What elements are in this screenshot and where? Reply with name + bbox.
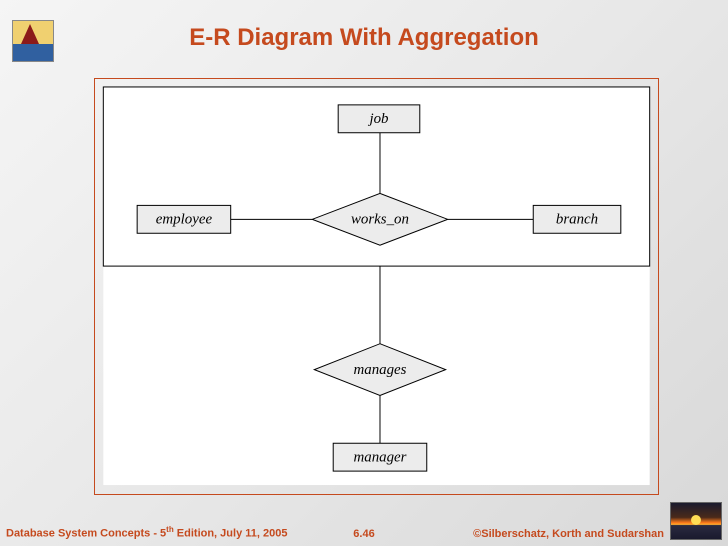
footer-center: 6.46 [353, 528, 374, 540]
footer-left-prefix: Database System Concepts - 5 [6, 528, 166, 540]
diagram-frame: job employee branch works_on manages man… [94, 78, 659, 495]
sun-shape [691, 515, 701, 525]
footer-right: ©Silberschatz, Korth and Sudarshan [473, 528, 664, 540]
page-title: E-R Diagram With Aggregation [0, 0, 728, 52]
relationship-manages-label: manages [353, 362, 406, 378]
sail-shape [21, 24, 39, 44]
sunset-logo [670, 502, 722, 540]
entity-manager-label: manager [353, 450, 406, 466]
footer-left: Database System Concepts - 5th Edition, … [6, 525, 287, 540]
relationship-workson-label: works_on [351, 212, 409, 228]
entity-employee-label: employee [156, 212, 213, 228]
sailboat-logo [12, 20, 54, 62]
entity-job-label: job [367, 111, 388, 127]
footer-left-suffix: Edition, July 11, 2005 [174, 528, 288, 540]
er-diagram-svg: job employee branch works_on manages man… [95, 79, 658, 494]
entity-branch-label: branch [556, 212, 598, 228]
footer-left-sup: th [166, 525, 174, 534]
